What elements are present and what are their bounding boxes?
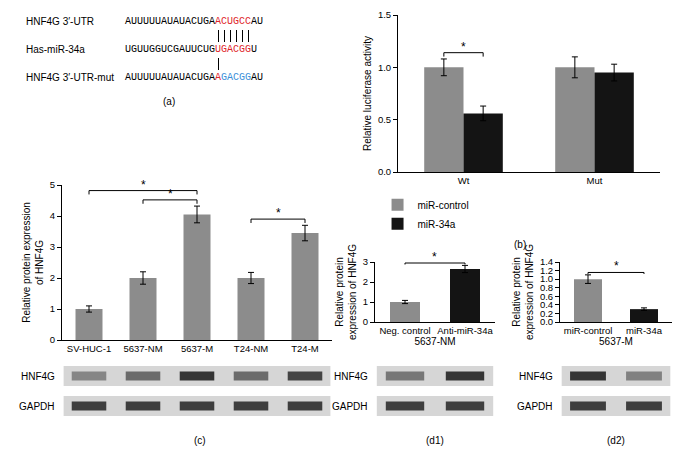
svg-text:0.2: 0.2 [540,308,553,319]
svg-text:3: 3 [363,256,368,267]
svg-text:1.0: 1.0 [540,273,553,284]
svg-text:5637-M: 5637-M [181,343,213,354]
html-text:HNF4G 3′-UTR-mut: HNF4G 3′-UTR-mut [26,72,114,83]
svg-text:3: 3 [50,241,55,252]
svg-text:Wt: Wt [458,175,470,186]
svg-text:Relative proteinexpression of: Relative proteinexpression of HNF4G [511,244,535,340]
svg-text:Neg. control: Neg. control [379,325,430,336]
html-text:Has-miR-34a: Has-miR-34a [26,44,85,55]
svg-text:miR-control: miR-control [418,200,469,211]
svg-text:*: * [141,178,146,192]
svg-text:GAPDH: GAPDH [517,401,553,412]
svg-text:0.0: 0.0 [540,316,553,327]
svg-text:(d1): (d1) [426,435,444,446]
svg-text:*: * [276,206,281,220]
svg-text:1.0: 1.0 [378,62,391,73]
svg-text:2: 2 [50,272,55,283]
html-text:HNF4G 3′-UTR: HNF4G 3′-UTR [26,16,94,27]
svg-text:0: 0 [363,316,368,327]
svg-text:1: 1 [50,303,55,314]
svg-text:Relative luciferase activity: Relative luciferase activity [362,36,373,151]
svg-text:4: 4 [50,210,55,221]
svg-text:(d2): (d2) [607,435,625,446]
svg-text:miR-34a: miR-34a [626,325,663,336]
svg-text:(b): (b) [514,239,526,250]
svg-text:SV-HUC-1: SV-HUC-1 [67,343,111,354]
svg-text:*: * [432,250,437,264]
svg-text:2: 2 [363,276,368,287]
html-text:AUUUUUAUAUACUGA A GACGG AU: AUUUUUAUAUACUGA A GACGG AU [125,72,264,83]
svg-text:(c): (c) [194,435,206,446]
svg-text:0.4: 0.4 [540,299,553,310]
svg-text:HNF4G: HNF4G [334,371,368,382]
html-text:AUUUUUAUAUACUGA ACUGCC AU: AUUUUUAUAUACUGA ACUGCC AU [125,16,263,27]
svg-text:Relative proteinexpression of: Relative proteinexpression of HNF4G [334,244,358,340]
svg-text:GAPDH: GAPDH [332,401,368,412]
svg-text:*: * [461,40,466,54]
svg-text:T24-M: T24-M [291,343,319,354]
svg-text:HNF4G: HNF4G [519,371,553,382]
svg-text:miR-34a: miR-34a [418,219,456,230]
svg-text:1.4: 1.4 [540,256,553,267]
html-text:UGUUGGUCGAUUCUG UGACGG U: UGUUGGUCGAUUCUG UGACGG U [125,44,257,55]
svg-text:0.0: 0.0 [378,166,391,177]
svg-text:GAPDH: GAPDH [19,401,55,412]
html-text:(a): (a) [163,96,176,107]
svg-text:1: 1 [363,296,368,307]
svg-text:0.8: 0.8 [540,282,553,293]
svg-text:0.5: 0.5 [378,114,391,125]
svg-text:5637-NM: 5637-NM [123,343,162,354]
svg-text:1.5: 1.5 [378,9,391,20]
svg-text:HNF4G: HNF4G [21,371,55,382]
svg-text:T24-NM: T24-NM [234,343,268,354]
svg-text:5637-M: 5637-M [599,336,633,347]
svg-text:0.6: 0.6 [540,291,553,302]
svg-text:5637-NM: 5637-NM [414,336,455,347]
svg-text:Relative protein expressionof: Relative protein expressionof HNF4G [21,202,45,323]
svg-text:miR-control: miR-control [564,325,613,336]
svg-text:Anti-miR-34a: Anti-miR-34a [437,325,493,336]
svg-text:*: * [614,259,619,273]
svg-text:0: 0 [50,334,55,345]
svg-text:*: * [168,187,173,201]
svg-text:5: 5 [50,179,55,190]
svg-text:1.2: 1.2 [540,265,553,276]
svg-text:Mut: Mut [587,175,603,186]
